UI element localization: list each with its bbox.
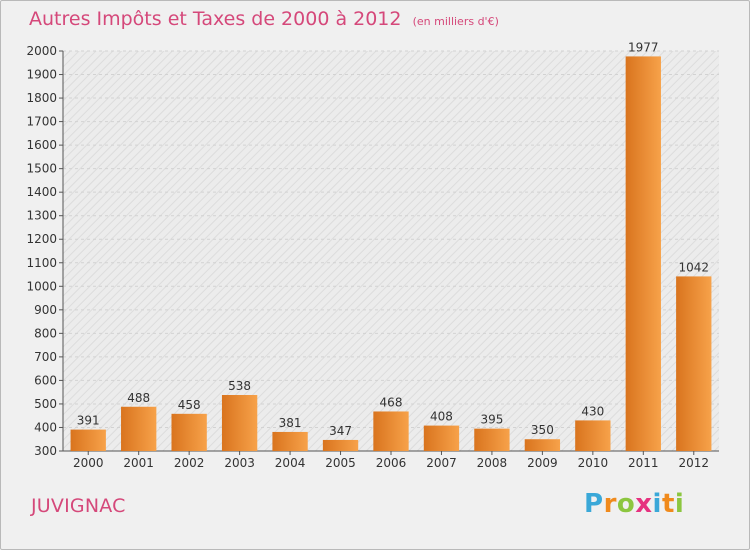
bar-2005: [322, 439, 359, 451]
y-tick-label: 400: [34, 420, 57, 434]
value-label-2004: 381: [279, 416, 302, 430]
x-tick-label-2008: 2008: [477, 456, 508, 470]
value-label-2005: 347: [329, 424, 352, 438]
y-tick-label: 1600: [26, 138, 57, 152]
plot-hatch: [63, 51, 719, 451]
y-tick-label: 1300: [26, 209, 57, 223]
location-label: JUVIGNAC: [31, 495, 126, 517]
value-label-2009: 350: [531, 423, 554, 437]
chart-title-text: Autres Impôts et Taxes de 2000 à 2012: [29, 8, 402, 30]
y-tick-label: 1000: [26, 279, 57, 293]
y-tick-label: 600: [34, 373, 57, 387]
bar-2010: [575, 420, 611, 451]
y-tick-label: 900: [34, 303, 57, 317]
logo-letter: r: [603, 489, 617, 519]
value-label-2012: 1042: [678, 260, 709, 274]
proxiti-logo: Proxiti: [584, 489, 684, 519]
x-tick-label-2003: 2003: [224, 456, 255, 470]
x-tick-label-2011: 2011: [628, 456, 659, 470]
logo-letter: t: [661, 489, 675, 519]
bar-2012: [676, 276, 712, 451]
label-layer: 391 488 458 538 381 347 468 408 395 350 430 1977 104…: [77, 40, 709, 438]
x-tick-label-2005: 2005: [325, 456, 356, 470]
x-tick-label-2010: 2010: [578, 456, 609, 470]
x-tick-label-2006: 2006: [376, 456, 407, 470]
bar-2006: [373, 411, 409, 451]
value-label-2010: 430: [581, 404, 604, 418]
y-tick-label: 1400: [26, 185, 57, 199]
value-label-2011: 1977: [628, 40, 659, 54]
y-tick-label: 1200: [26, 232, 57, 246]
logo-letter: P: [584, 489, 604, 519]
value-label-2006: 468: [380, 395, 403, 409]
value-label-2002: 458: [178, 398, 201, 412]
chart-title: Autres Impôts et Taxes de 2000 à 2012 (e…: [29, 8, 499, 30]
value-label-2003: 538: [228, 379, 251, 393]
value-label-2001: 488: [127, 391, 150, 405]
x-tick-label-2004: 2004: [275, 456, 306, 470]
x-tick-label-2012: 2012: [678, 456, 709, 470]
y-tick-label: 300: [34, 444, 57, 458]
logo-letter: i: [652, 489, 662, 519]
x-tick-label-2000: 2000: [73, 456, 104, 470]
bar-2009: [524, 439, 561, 451]
bar-2011: [625, 56, 661, 451]
x-tick-label-2001: 2001: [123, 456, 154, 470]
value-label-2008: 395: [480, 413, 503, 427]
bar-2002: [171, 413, 207, 451]
y-tick-label: 800: [34, 326, 57, 340]
y-tick-label: 1700: [26, 115, 57, 129]
y-tick-label: 1800: [26, 91, 57, 105]
y-tick-label: 1100: [26, 256, 57, 270]
grid-layer: [63, 50, 719, 452]
y-tick-label: 2000: [26, 44, 57, 58]
value-label-2000: 391: [77, 414, 100, 428]
bar-2007: [423, 425, 460, 451]
y-tick-label: 700: [34, 350, 57, 364]
y-tick-label: 1900: [26, 68, 57, 82]
x-tick-label-2009: 2009: [527, 456, 558, 470]
y-tick-label: 1500: [26, 162, 57, 176]
x-tick-label-2002: 2002: [174, 456, 205, 470]
bar-2008: [474, 428, 510, 451]
logo-letter: o: [616, 489, 636, 519]
bar-layer: [70, 56, 712, 451]
value-label-2007: 408: [430, 410, 453, 424]
chart-unit-label: (en milliers d'€): [412, 15, 499, 28]
bar-2003: [221, 395, 258, 451]
bar-2001: [121, 406, 157, 451]
bar-2000: [70, 429, 106, 451]
y-tick-label: 500: [34, 397, 57, 411]
logo-letter: x: [635, 489, 653, 519]
bar-2004: [272, 431, 308, 451]
x-tick-label-2007: 2007: [426, 456, 457, 470]
logo-letter: i: [674, 489, 685, 519]
